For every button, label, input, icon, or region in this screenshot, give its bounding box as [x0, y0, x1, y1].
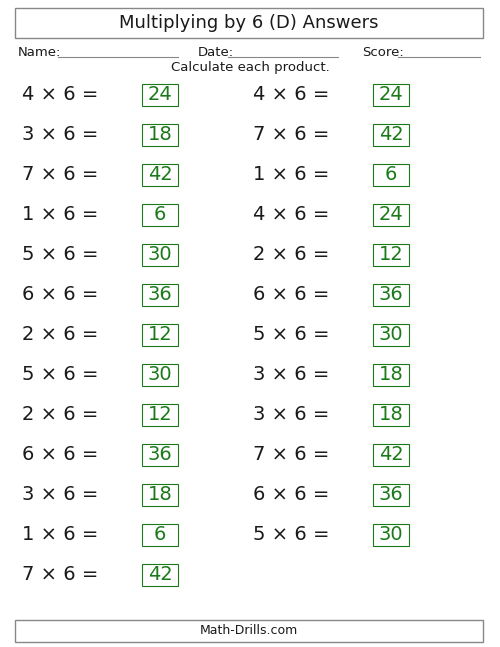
Text: 2 × 6 =: 2 × 6 =: [253, 245, 330, 265]
Bar: [142, 124, 178, 146]
Bar: [142, 404, 178, 426]
Bar: [15, 8, 483, 38]
Bar: [373, 484, 409, 506]
Text: 3 × 6 =: 3 × 6 =: [253, 406, 330, 424]
Bar: [142, 284, 178, 306]
Text: 7 × 6 =: 7 × 6 =: [22, 166, 99, 184]
Text: 5 × 6 =: 5 × 6 =: [253, 325, 330, 344]
Text: 5 × 6 =: 5 × 6 =: [22, 245, 99, 265]
Text: 36: 36: [148, 446, 172, 465]
Text: 6: 6: [154, 206, 166, 225]
Text: 6: 6: [385, 166, 397, 184]
Text: 5 × 6 =: 5 × 6 =: [22, 366, 99, 384]
Text: 42: 42: [378, 446, 404, 465]
Text: 6 × 6 =: 6 × 6 =: [253, 285, 330, 305]
Bar: [142, 564, 178, 586]
Text: 6 × 6 =: 6 × 6 =: [253, 485, 330, 505]
Bar: [373, 124, 409, 146]
Text: 30: 30: [378, 325, 404, 344]
Bar: [373, 524, 409, 546]
Text: 12: 12: [378, 245, 404, 265]
Text: 30: 30: [378, 525, 404, 545]
Bar: [373, 444, 409, 466]
Text: 1 × 6 =: 1 × 6 =: [253, 166, 330, 184]
Text: 3 × 6 =: 3 × 6 =: [22, 126, 99, 144]
Bar: [142, 164, 178, 186]
Text: 24: 24: [378, 206, 404, 225]
Text: 2 × 6 =: 2 × 6 =: [22, 406, 99, 424]
Bar: [15, 620, 483, 642]
Bar: [373, 324, 409, 346]
Text: Calculate each product.: Calculate each product.: [170, 61, 330, 74]
Text: 4 × 6 =: 4 × 6 =: [253, 206, 330, 225]
Text: 7 × 6 =: 7 × 6 =: [253, 126, 330, 144]
Text: 36: 36: [378, 485, 404, 505]
Text: Multiplying by 6 (D) Answers: Multiplying by 6 (D) Answers: [120, 14, 379, 32]
Text: 30: 30: [148, 245, 172, 265]
Text: 18: 18: [148, 126, 172, 144]
Bar: [142, 484, 178, 506]
Text: 7 × 6 =: 7 × 6 =: [253, 446, 330, 465]
Bar: [373, 164, 409, 186]
Text: 18: 18: [378, 366, 404, 384]
Bar: [142, 204, 178, 226]
Text: 1 × 6 =: 1 × 6 =: [22, 206, 99, 225]
Text: 6 × 6 =: 6 × 6 =: [22, 446, 99, 465]
Bar: [142, 84, 178, 106]
Text: 42: 42: [148, 565, 172, 584]
Bar: [142, 244, 178, 266]
Text: 18: 18: [148, 485, 172, 505]
Bar: [373, 244, 409, 266]
Text: 36: 36: [148, 285, 172, 305]
Text: 7 × 6 =: 7 × 6 =: [22, 565, 99, 584]
Text: 42: 42: [378, 126, 404, 144]
Bar: [373, 364, 409, 386]
Text: 18: 18: [378, 406, 404, 424]
Bar: [373, 204, 409, 226]
Text: 30: 30: [148, 366, 172, 384]
Text: 4 × 6 =: 4 × 6 =: [253, 85, 330, 105]
Text: 3 × 6 =: 3 × 6 =: [22, 485, 99, 505]
Text: Name:: Name:: [18, 45, 62, 58]
Text: 42: 42: [148, 166, 172, 184]
Bar: [373, 404, 409, 426]
Text: 24: 24: [148, 85, 172, 105]
Bar: [373, 84, 409, 106]
Text: 12: 12: [148, 406, 172, 424]
Text: 36: 36: [378, 285, 404, 305]
Text: 12: 12: [148, 325, 172, 344]
Text: 6: 6: [154, 525, 166, 545]
Text: 4 × 6 =: 4 × 6 =: [22, 85, 99, 105]
Bar: [142, 324, 178, 346]
Bar: [142, 444, 178, 466]
Bar: [142, 364, 178, 386]
Text: 2 × 6 =: 2 × 6 =: [22, 325, 99, 344]
Text: 3 × 6 =: 3 × 6 =: [253, 366, 330, 384]
Text: 24: 24: [378, 85, 404, 105]
Text: Score:: Score:: [362, 45, 404, 58]
Text: Math-Drills.com: Math-Drills.com: [200, 624, 298, 637]
Text: Date:: Date:: [198, 45, 234, 58]
Text: 5 × 6 =: 5 × 6 =: [253, 525, 330, 545]
Text: 1 × 6 =: 1 × 6 =: [22, 525, 99, 545]
Bar: [142, 524, 178, 546]
Bar: [373, 284, 409, 306]
Text: 6 × 6 =: 6 × 6 =: [22, 285, 99, 305]
